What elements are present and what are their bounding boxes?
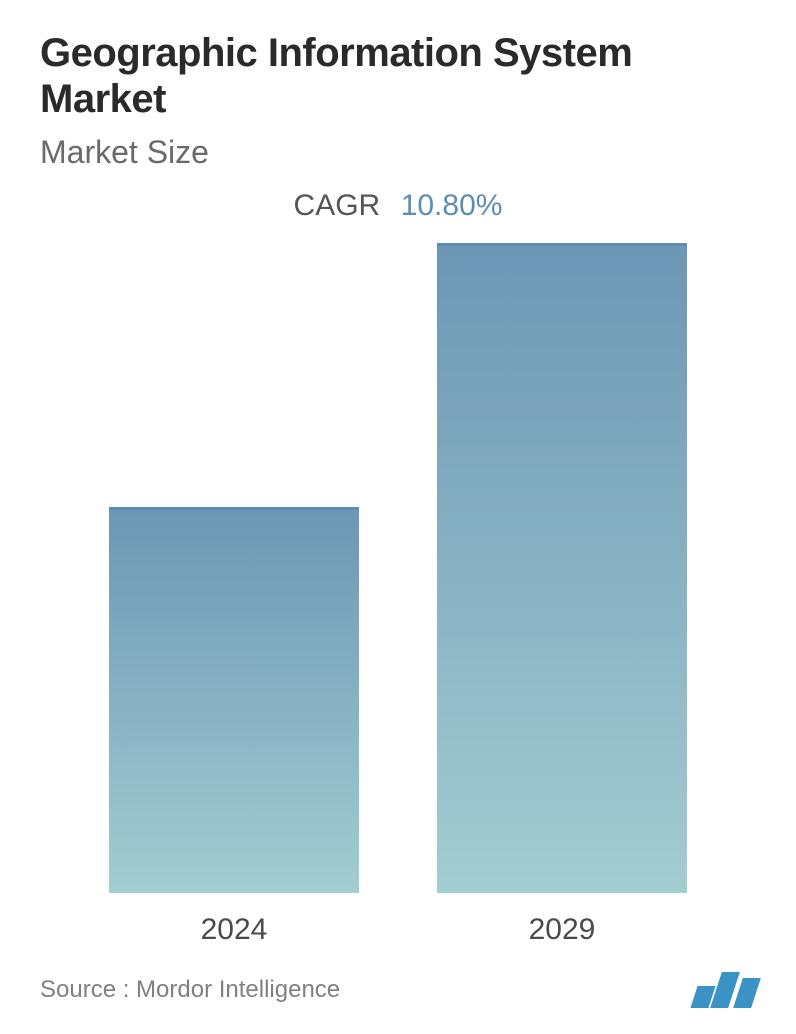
chart-container: Geographic Information System Market Mar… <box>0 0 796 1034</box>
x-axis-label: 2024 <box>109 913 359 947</box>
x-axis-labels: 2024 2029 <box>40 893 756 947</box>
bar <box>109 507 359 893</box>
cagr-label: CAGR <box>294 189 381 222</box>
bar-fill <box>437 243 687 893</box>
cagr-row: CAGR 10.80% <box>40 189 756 223</box>
bar <box>437 243 687 893</box>
chart-title: Geographic Information System Market <box>40 30 756 122</box>
mordor-logo-icon <box>694 972 756 1008</box>
bar-wrapper <box>437 243 687 893</box>
bar-chart <box>40 243 756 893</box>
x-axis-label: 2029 <box>437 913 687 947</box>
bar-wrapper <box>109 243 359 893</box>
source-text: Source : Mordor Intelligence <box>40 976 340 1004</box>
chart-footer: Source : Mordor Intelligence <box>40 972 756 1008</box>
logo-bar-icon <box>733 978 761 1008</box>
chart-subtitle: Market Size <box>40 134 756 171</box>
cagr-value: 10.80% <box>401 189 503 222</box>
bar-fill <box>109 507 359 893</box>
